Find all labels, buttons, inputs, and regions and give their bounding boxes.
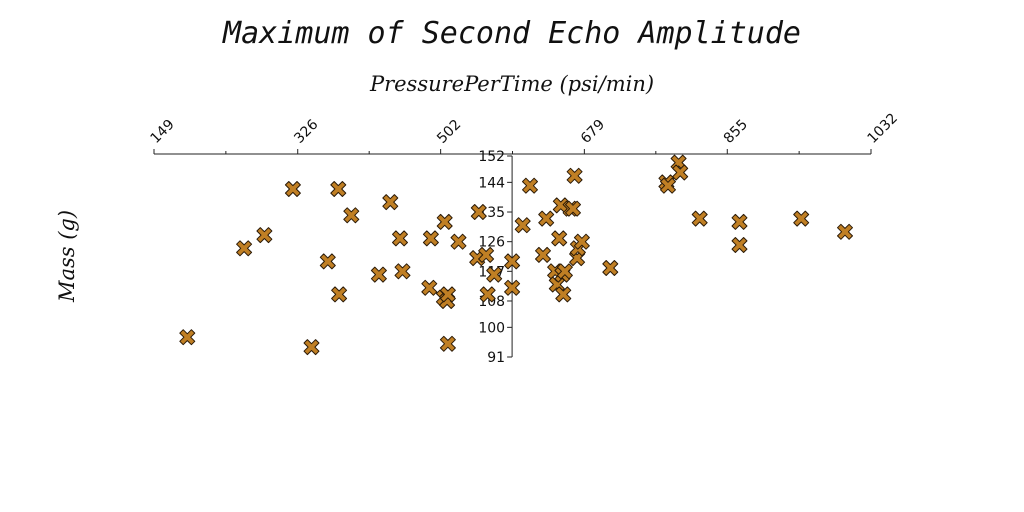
scatter-point bbox=[566, 167, 583, 184]
scatter-point bbox=[731, 237, 748, 253]
scatter-point bbox=[672, 164, 689, 181]
x-tick-label: 855 bbox=[721, 117, 751, 147]
scatter-point bbox=[330, 181, 347, 197]
chart-title: Maximum of Second Echo Amplitude bbox=[222, 16, 801, 51]
x-axis: 149 326 502 679 855 1032 bbox=[148, 110, 902, 155]
scatter-point bbox=[479, 286, 496, 303]
scatter-point bbox=[394, 263, 411, 280]
scatter-point bbox=[478, 246, 495, 263]
scatter-point bbox=[486, 266, 503, 283]
scatter-point bbox=[602, 260, 619, 276]
scatter-point bbox=[450, 233, 467, 250]
x-tick-label: 679 bbox=[578, 117, 608, 147]
scatter-point bbox=[421, 279, 438, 296]
scatter-point bbox=[436, 213, 453, 230]
x-axis-label: PressurePerTime (psi/min) bbox=[369, 72, 654, 96]
scatter-point bbox=[504, 253, 521, 270]
scatter-point bbox=[565, 200, 581, 217]
scatter-point bbox=[439, 286, 456, 303]
scatter-point bbox=[343, 207, 360, 224]
x-tick-label: 149 bbox=[148, 117, 178, 147]
scatter-point bbox=[556, 263, 573, 280]
scatter-point bbox=[370, 266, 387, 283]
scatter-point bbox=[573, 233, 590, 250]
scatter-point bbox=[551, 230, 568, 247]
scatter-point bbox=[555, 286, 572, 303]
scatter-point bbox=[538, 210, 555, 227]
scatter-point bbox=[319, 253, 336, 270]
x-tick-label: 326 bbox=[291, 117, 321, 147]
scatter-point bbox=[392, 230, 408, 247]
scatter-point bbox=[793, 210, 810, 227]
scatter-point bbox=[236, 240, 253, 257]
y-tick-label: 126 bbox=[478, 235, 505, 251]
data-points bbox=[179, 154, 853, 356]
y-tick-label: 144 bbox=[478, 175, 505, 191]
scatter-point bbox=[284, 181, 301, 197]
scatter-point bbox=[514, 217, 531, 234]
scatter-point bbox=[256, 227, 273, 244]
scatter-point bbox=[331, 286, 348, 303]
x-tick-label: 502 bbox=[434, 117, 464, 147]
scatter-point bbox=[439, 335, 456, 352]
y-axis-label: Mass (g) bbox=[55, 210, 79, 303]
y-tick-label: 152 bbox=[478, 149, 505, 165]
x-tick-label: 1032 bbox=[865, 110, 902, 147]
scatter-point bbox=[837, 223, 853, 240]
scatter-point bbox=[422, 230, 439, 247]
scatter-point bbox=[179, 329, 196, 346]
scatter-point bbox=[470, 204, 487, 220]
scatter-point bbox=[504, 279, 521, 296]
scatter-point bbox=[535, 246, 551, 263]
scatter-point bbox=[731, 213, 748, 230]
scatter-point bbox=[660, 177, 676, 194]
scatter-point bbox=[691, 210, 708, 227]
y-tick-label: 100 bbox=[478, 320, 505, 336]
scatter-point bbox=[522, 177, 538, 194]
scatter-point bbox=[303, 339, 320, 356]
y-tick-label: 91 bbox=[487, 350, 505, 366]
scatter-point bbox=[382, 194, 399, 211]
